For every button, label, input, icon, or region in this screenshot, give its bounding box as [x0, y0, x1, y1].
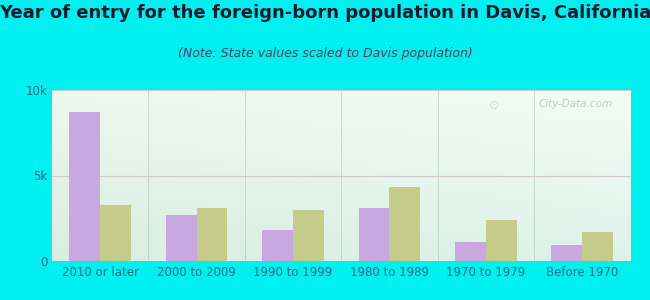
Bar	[455, 242, 486, 261]
Bar	[100, 205, 131, 261]
Text: ⊙: ⊙	[489, 98, 499, 112]
Bar	[551, 245, 582, 261]
Bar	[262, 230, 293, 261]
Bar	[166, 215, 196, 261]
Bar	[486, 220, 517, 261]
Bar	[70, 112, 100, 261]
Bar	[582, 232, 613, 261]
Bar	[196, 208, 227, 261]
Text: (Note: State values scaled to Davis population): (Note: State values scaled to Davis popu…	[177, 46, 473, 59]
Legend: Davis, California: Davis, California	[235, 298, 448, 300]
Bar	[389, 188, 421, 261]
Text: Year of entry for the foreign-born population in Davis, California: Year of entry for the foreign-born popul…	[0, 4, 650, 22]
Text: City-Data.com: City-Data.com	[539, 98, 613, 109]
Bar	[293, 210, 324, 261]
Bar	[359, 208, 389, 261]
